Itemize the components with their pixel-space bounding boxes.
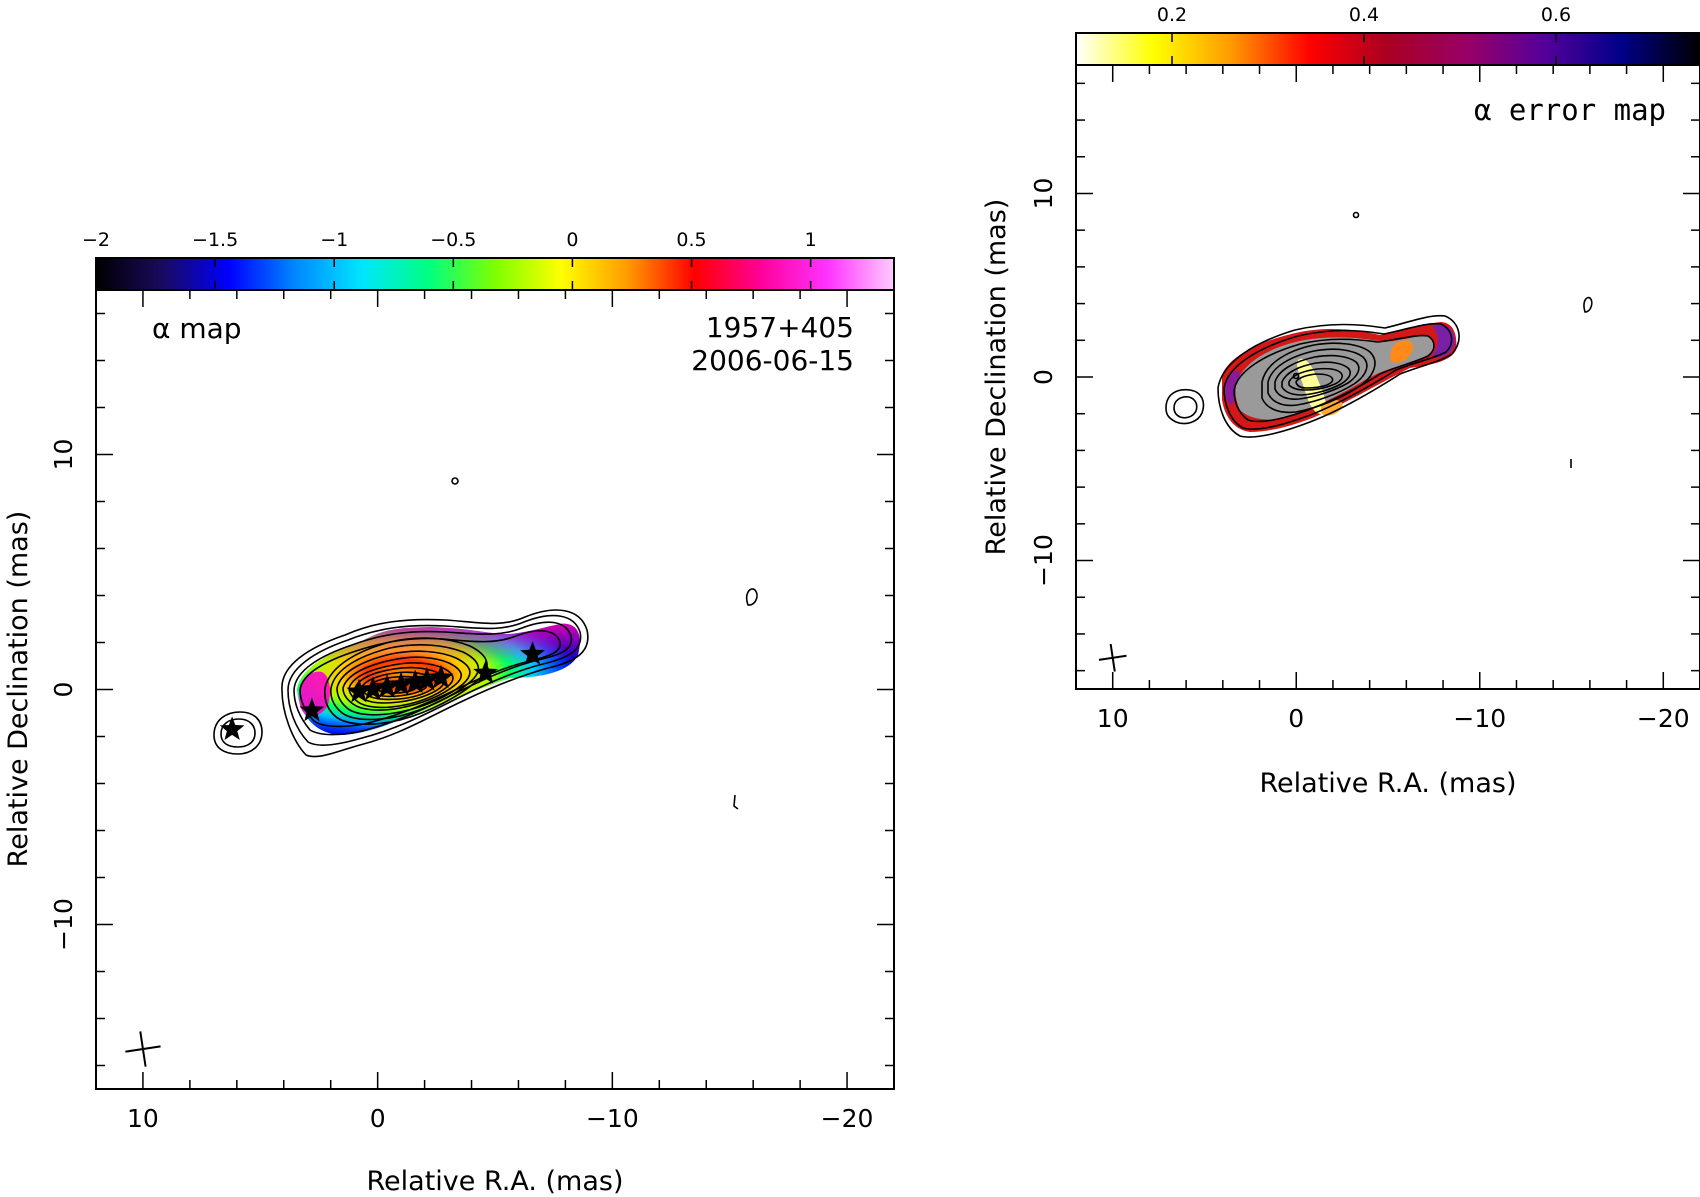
star-marker [346,678,372,703]
colorbar-tick-label: 1 [805,229,817,251]
error-purple-edge-left [1224,370,1240,405]
observation-date: 2006-06-15 [691,344,854,377]
y-tick-label: 10 [1029,178,1058,210]
err-contour-9 [1295,373,1334,389]
alpha-star-markers [219,641,545,740]
x-tick-label: 10 [127,1104,159,1133]
err-contour-knot-outer [1165,388,1205,425]
alpha-map-frame [95,289,895,1090]
colorbar-tick-label: −1.5 [192,229,238,251]
x-tick-label: −10 [586,1104,639,1133]
beam-minor-axis [139,1031,147,1067]
star-marker [414,667,440,691]
err-core-dot [1292,372,1300,380]
alpha-contours [213,477,758,810]
alpha-panel-label: α map [152,312,242,345]
err-contour-7 [1281,361,1351,396]
noise-contour-2 [745,588,758,606]
err-contour-5 [1267,348,1368,407]
error-map-source [1165,211,1593,468]
alpha-magenta-knot [299,671,330,717]
contour-outer-2 [287,614,582,747]
star-marker [360,676,386,700]
contour-6 [330,644,480,721]
alpha-colorbar-ticks: −2 −1.5 −1 −0.5 0 0.5 1 [82,229,817,290]
star-marker [428,664,454,689]
error-x-axis-title: Relative R.A. (mas) [1260,768,1517,799]
alpha-x-axis-title: Relative R.A. (mas) [367,1166,624,1197]
err-noise-contour-1 [1352,211,1360,219]
err-contour-outer-2 [1223,322,1453,430]
err-noise-contour-2 [1583,296,1593,313]
contour-8 [342,656,462,711]
star-marker [219,716,245,740]
error-contours [1165,211,1593,468]
star-marker [520,641,545,665]
x-tick-label: −20 [821,1104,874,1133]
colorbar-tick-label: 0.4 [1349,4,1379,26]
error-colorbar-fill [1075,32,1700,66]
y-tick-label: −10 [1029,534,1058,587]
star-marker [402,669,428,693]
star-marker [299,697,325,722]
source-name: 1957+405 [706,311,854,344]
error-beam-cross [1098,643,1127,672]
noise-contour-3 [733,794,739,810]
error-map-image [1165,211,1593,468]
err-contour-6 [1274,354,1360,400]
colorbar-tick-label: −1 [320,229,348,251]
error-map-axes: 10 0 −10 −20 10 0 −10 [1029,65,1700,733]
err-contour-outer-1 [1217,314,1460,438]
alpha-beam-cross [125,1031,161,1067]
alpha-y-axis-title: Relative Declination (mas) [3,511,34,868]
error-map-panel: 0.2 0.4 0.6 [981,4,1700,799]
x-tick-label: 0 [370,1104,386,1133]
y-tick-label: −10 [49,898,78,951]
alpha-colorbar-fill [95,257,895,291]
contour-outer-1 [281,609,589,758]
colorbar-tick-label: 0 [566,229,578,251]
y-tick-label: 0 [49,682,78,698]
colorbar-tick-label: −0.5 [430,229,476,251]
x-tick-label: 0 [1288,704,1304,733]
y-tick-label: 0 [1029,369,1058,385]
contour-3 [293,621,573,736]
x-tick-label: −20 [1637,704,1690,733]
alpha-map-source [213,477,758,810]
error-y-axis-title: Relative Declination (mas) [981,199,1012,556]
err-contour-3 [1233,334,1435,423]
err-contour-8 [1288,367,1343,391]
alpha-map-image [213,477,758,810]
colorbar-tick-label: 0.6 [1541,4,1571,26]
colorbar-tick-label: −2 [82,229,110,251]
star-marker [374,674,400,698]
noise-contour-1 [451,477,459,485]
beam-minor-axis [1109,643,1116,672]
colorbar-tick-label: 0.2 [1157,4,1187,26]
error-panel-label: α error map [1474,93,1666,127]
contour-knot-inner [220,718,256,748]
err-contour-4 [1261,342,1376,414]
alpha-map-axes: 10 0 −10 −20 10 0 −10 [49,290,895,1133]
contour-5 [323,637,488,725]
error-colorbar-ticks: 0.2 0.4 0.6 [1157,4,1571,65]
error-colorbar: 0.2 0.4 0.6 [1075,4,1700,66]
star-marker [473,660,498,684]
x-tick-label: 10 [1097,704,1129,733]
error-orange-patch [1390,340,1414,363]
alpha-map-panel: −2 −1.5 −1 −0.5 0 0.5 1 [3,229,895,1197]
contour-knot-outer [213,711,263,755]
y-tick-label: 10 [49,439,78,471]
alpha-colorbar: −2 −1.5 −1 −0.5 0 0.5 1 [82,229,895,291]
err-contour-knot-inner [1173,396,1198,419]
x-tick-label: −10 [1453,704,1506,733]
colorbar-tick-label: 0.5 [676,229,706,251]
star-marker [388,671,414,696]
contour-7 [336,650,471,716]
